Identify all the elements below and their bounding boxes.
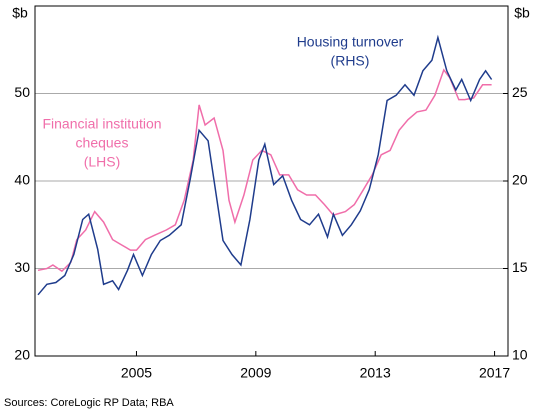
x-tick-label: 2009 — [240, 365, 271, 381]
y2-unit: $b — [514, 5, 530, 21]
line-series — [37, 68, 492, 273]
source: Sources: CoreLogic RP Data; RBA — [4, 397, 174, 409]
y2-tick-label: 15 — [512, 259, 528, 275]
plot-frame — [34, 5, 509, 357]
series-label: Financial institution — [42, 116, 161, 132]
series-label: (LHS) — [84, 154, 121, 170]
y-tick-label: 50 — [14, 84, 30, 100]
series-label: cheques — [76, 135, 129, 151]
series-label: (RHS) — [331, 53, 370, 69]
y-unit: $b — [12, 5, 28, 21]
y2-tick-label: 25 — [512, 84, 528, 100]
x-tick-label: 2005 — [121, 365, 152, 381]
x-tick-label: 2017 — [479, 365, 510, 381]
y2-tick-label: 20 — [512, 172, 528, 188]
x-tick-label: 2013 — [360, 365, 391, 381]
y-tick-label: 40 — [14, 172, 30, 188]
y2-tick-label: 10 — [512, 347, 528, 363]
y-tick-label: 20 — [14, 347, 30, 363]
y-tick-label: 30 — [14, 259, 30, 275]
line-series — [37, 34, 493, 296]
series-label: Housing turnover — [297, 34, 404, 50]
